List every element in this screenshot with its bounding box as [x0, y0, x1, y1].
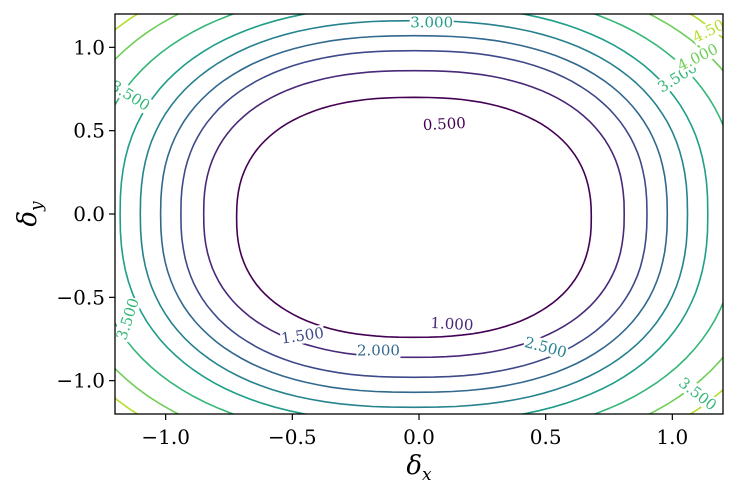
y-tick-label: −0.5	[56, 285, 105, 309]
contour-label-background	[675, 374, 720, 414]
contour-level-1	[202, 69, 626, 359]
contour-label-background	[115, 77, 154, 115]
contour-label: 2.500	[523, 333, 569, 362]
x-tick-label: 1.0	[656, 425, 688, 449]
contour-label: 3.500	[112, 296, 142, 342]
contour-label-background	[356, 342, 401, 359]
x-tick-label: −1.0	[141, 425, 190, 449]
contour-level-2	[159, 34, 669, 394]
y-axis-ticks: −1.0 −0.5 0.0 0.5 1.0	[56, 35, 115, 393]
plot-frame	[114, 13, 724, 415]
x-tick-label: 0.0	[403, 425, 435, 449]
contour-label: 3.000	[410, 13, 453, 31]
x-tick-label: −0.5	[268, 425, 317, 449]
contour-label: 1.500	[280, 324, 325, 348]
contour-level-2.5	[139, 19, 689, 409]
contour-label-background	[421, 114, 467, 134]
contour-level-1.5	[180, 49, 648, 379]
x-axis-label: δx	[406, 451, 432, 485]
contour-label-background	[689, 14, 723, 46]
contour-level-0.5	[235, 96, 593, 339]
contour-label: 0.500	[422, 114, 466, 134]
y-tick-label: −1.0	[56, 369, 105, 393]
contour-label-background	[279, 324, 326, 347]
contour-lines	[9, 0, 748, 491]
contour-level-3	[119, 14, 709, 414]
contour-label-background	[115, 295, 143, 343]
y-tick-label: 0.0	[73, 202, 105, 226]
contour-level-5	[9, 0, 748, 491]
contour-label-background	[522, 333, 569, 361]
contour-label-background	[429, 314, 475, 334]
y-tick-label: 0.5	[73, 119, 105, 143]
contour-label-background	[674, 40, 721, 75]
contour-label: 2.000	[357, 342, 400, 360]
contour-label-background	[409, 14, 454, 31]
contour-label: 1.000	[430, 314, 474, 334]
x-tick-label: 0.5	[530, 425, 562, 449]
contour-level-3.5	[115, 14, 723, 414]
x-axis-ticks: −1.0 −0.5 0.0 0.5 1.0	[141, 414, 688, 449]
y-axis-label: δy	[13, 201, 47, 227]
y-tick-label: 1.0	[73, 35, 105, 59]
contour-level-4	[115, 14, 723, 414]
